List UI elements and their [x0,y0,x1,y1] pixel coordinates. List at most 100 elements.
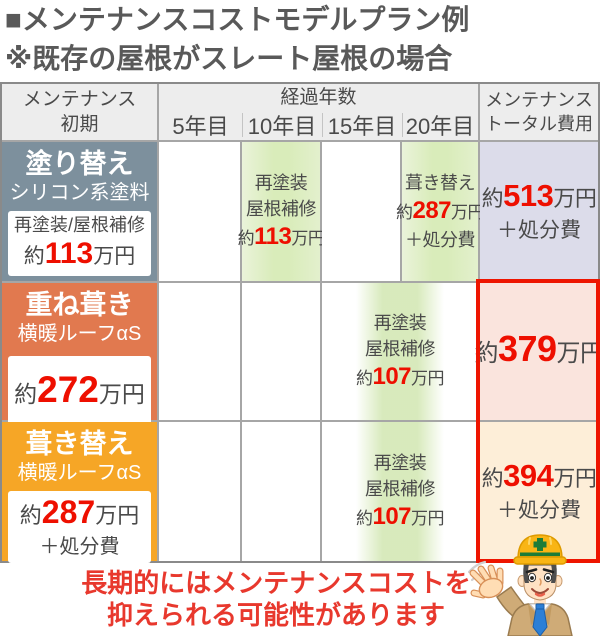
cell-cover-year10-empty [242,283,320,420]
footer-note: 長期的にはメンテナンスコストを 抑えられる可能性があります [0,567,552,631]
amount-unit: 万円 [411,509,445,528]
page-subtitle: ※既存の屋根がスレート屋根の場合 [5,43,453,74]
cell-repaint-year5-empty [159,142,240,281]
row-replace-plan-header: 葺き替え 横暖ルーフαS 約287万円 ＋処分費 [2,422,157,563]
page-title: ■メンテナンスコストモデルプラン例 [5,4,470,35]
amount-number: 272 [37,369,99,410]
construction-worker-mascot [468,534,573,636]
initial-note: 再塗装/屋根補修 [13,215,145,235]
header-elapsed-label: 経過年数 [280,87,357,108]
plan-material: シリコン系塗料 [9,182,150,204]
amount-number: 113 [44,237,94,270]
cost-table: メンテナンス 初期 経過年数 5年目 10年目 15年目 20年目 メンテナンス… [0,82,600,563]
plan-initial-cost-box: 再塗装/屋根補修 約113万円 [8,211,151,276]
total-amount: 約513万円 [482,178,597,217]
hand-icon [469,564,504,599]
cell-cover-year15-20-event: 再塗装 屋根補修 約107万円 [322,283,478,420]
year-separator [322,113,323,137]
header-initial-line1: メンテナンス [22,89,137,110]
event-amount: 約107万円 [355,502,445,533]
header-year-10: 10年目 [247,113,317,139]
amount-unit: 万円 [556,340,600,367]
event-amount: 約107万円 [355,362,445,393]
amount-prefix: 約 [395,203,413,222]
year-separator [242,113,243,137]
amount-unit: 万円 [98,381,145,407]
total-extra: ＋処分費 [497,499,581,522]
amount-unit: 万円 [93,245,136,268]
amount-number: 107 [372,363,412,390]
neck [534,596,546,606]
event-extra: ＋処分費 [405,230,476,250]
header-maintenance-initial: メンテナンス 初期 [2,84,157,140]
cell-replace-year5-empty [159,422,240,561]
header-total-line1: メンテナンス [485,90,593,110]
amount-number: 287 [412,197,452,224]
header-year-15: 15年目 [327,113,397,139]
amount-unit: 万円 [553,186,597,211]
plan-method: 重ね葺き [25,290,134,320]
header-elapsed-years: 経過年数 5年目 10年目 15年目 20年目 [159,84,478,140]
amount-prefix: 約 [355,369,373,388]
initial-amount: 約287万円 [8,494,151,534]
event-amount: 約113万円 [238,222,325,253]
amount-unit: 万円 [291,229,325,248]
amount-number: 394 [503,458,554,493]
row-repaint-plan-header: 塗り替え シリコン系塗料 再塗装/屋根補修 約113万円 [2,142,157,281]
amount-number: 107 [372,503,412,530]
header-initial-line2: 初期 [60,114,99,135]
amount-number: 379 [497,328,557,369]
amount-unit: 万円 [95,503,140,528]
event-line: 再塗装 [373,453,427,473]
total-amount: 約379万円 [474,329,600,374]
year-separator [402,113,403,137]
cell-cover-year5-empty [159,283,240,420]
face-icon [517,563,563,601]
total-extra: ＋処分費 [497,219,581,242]
cell-replace-year10-empty [242,422,320,561]
cell-replace-total: 約394万円 ＋処分費 [480,422,598,561]
header-year-row: 5年目 10年目 15年目 20年目 [159,110,478,139]
title-block: ■メンテナンスコストモデルプラン例 ※既存の屋根がスレート屋根の場合 [5,0,469,78]
header-year-20: 20年目 [405,113,475,139]
header-year-5: 5年目 [172,113,229,139]
amount-prefix: 約 [474,340,498,367]
plan-material: 横暖ルーフαS [17,462,142,484]
footer-note-line1: 長期的にはメンテナンスコストを [81,568,471,598]
cell-repaint-year10-event: 再塗装 屋根補修 約113万円 [238,142,325,281]
initial-amount: 約272万円 [8,370,151,414]
header-total-line2: トータル費用 [485,114,593,134]
amount-prefix: 約 [23,245,45,268]
amount-prefix: 約 [481,186,504,211]
amount-prefix: 約 [237,229,255,248]
plan-initial-cost-box: 約272万円 [8,356,151,428]
plan-material: 横暖ルーフαS [17,323,142,345]
cell-cover-total: 約379万円 [474,283,600,420]
amount-prefix: 約 [355,509,373,528]
cell-replace-year15-20-event: 再塗装 屋根補修 約107万円 [322,422,478,561]
cell-repaint-year20-event: 葺き替え 約287万円 ＋処分費 [396,142,485,281]
plan-method: 塗り替え [25,149,134,179]
event-line: 屋根補修 [246,199,317,219]
amount-number: 287 [41,494,96,530]
plan-initial-cost-box: 約287万円 ＋処分費 [8,491,151,563]
row-cover-plan-header: 重ね葺き 横暖ルーフαS 約272万円 [2,283,157,428]
amount-unit: 万円 [451,203,485,222]
event-line: 屋根補修 [365,339,436,359]
plan-method: 葺き替え [25,429,134,459]
event-line: 葺き替え [405,173,476,193]
amount-unit: 万円 [553,466,597,491]
event-line: 再塗装 [254,173,308,193]
amount-unit: 万円 [411,369,445,388]
event-amount: 約287万円 [395,196,485,227]
total-amount: 約394万円 [482,458,597,497]
amount-prefix: 約 [19,503,42,528]
footer-note-line2: 抑えられる可能性があります [106,600,445,630]
amount-number: 513 [503,178,554,213]
event-line: 屋根補修 [365,479,436,499]
cell-repaint-year15-empty [322,142,400,281]
helmet-icon [513,534,567,565]
event-line: 再塗装 [373,313,427,333]
tie-icon [532,603,548,636]
